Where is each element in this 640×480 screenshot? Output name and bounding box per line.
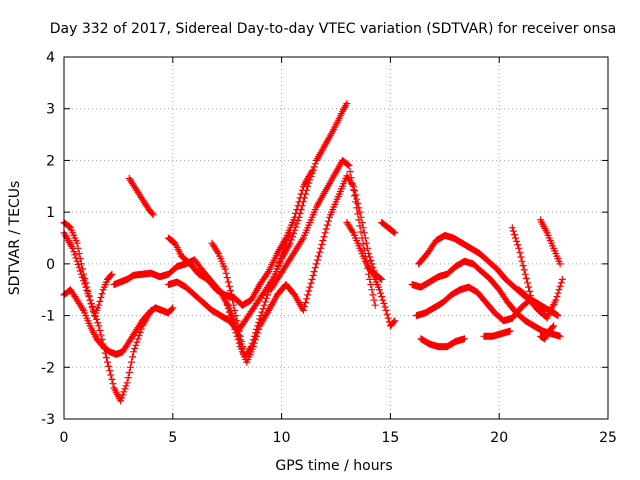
- x-tick-label: 10: [273, 430, 291, 446]
- grid: [64, 57, 608, 419]
- series-arc-9: [267, 156, 379, 309]
- y-tick-label: -2: [41, 360, 55, 376]
- y-tick-label: 4: [46, 50, 55, 66]
- y-tick-label: 3: [46, 102, 55, 118]
- chart-title: Day 332 of 2017, Sidereal Day-to-day VTE…: [50, 21, 617, 37]
- series-arc-18: [508, 224, 536, 304]
- y-tick-label: 1: [46, 205, 55, 221]
- x-tick-label: 0: [60, 430, 69, 446]
- point-markers: [515, 286, 549, 320]
- plot-frame: [63, 56, 609, 420]
- x-axis-ticks: 0 5 10 15 20 25: [60, 57, 617, 446]
- series-arc-17: [480, 327, 514, 340]
- y-axis-label: SDTVAR / TECUs: [7, 181, 23, 296]
- y-tick-label: -1: [41, 309, 55, 325]
- series-arc-10: [343, 219, 399, 330]
- point-markers: [417, 335, 468, 351]
- x-axis-label: GPS time / hours: [275, 458, 392, 474]
- x-tick-label: 5: [168, 430, 177, 446]
- y-tick-label: 0: [46, 257, 55, 273]
- point-markers: [537, 322, 558, 343]
- series-arc-21: [515, 286, 549, 320]
- series-arc-16: [417, 335, 468, 351]
- series-arc-20: [537, 322, 558, 343]
- point-markers: [343, 219, 399, 330]
- point-markers: [378, 219, 399, 237]
- series-arc-19: [537, 216, 564, 268]
- point-markers: [480, 327, 514, 340]
- x-tick-label: 20: [490, 430, 508, 446]
- x-tick-label: 25: [599, 430, 617, 446]
- series-arc-11: [378, 219, 399, 237]
- point-markers: [408, 257, 564, 340]
- series-arc-14: [408, 257, 564, 340]
- x-tick-label: 15: [381, 430, 399, 446]
- y-tick-label: 2: [46, 153, 55, 169]
- y-tick-label: -3: [41, 412, 55, 428]
- point-markers: [125, 175, 157, 219]
- series-arc-12: [125, 175, 157, 219]
- point-markers: [537, 216, 564, 268]
- point-markers: [267, 156, 379, 309]
- y-axis-ticks: -3 -2 -1 0 1 2 3 4: [41, 50, 608, 428]
- point-markers: [508, 224, 536, 304]
